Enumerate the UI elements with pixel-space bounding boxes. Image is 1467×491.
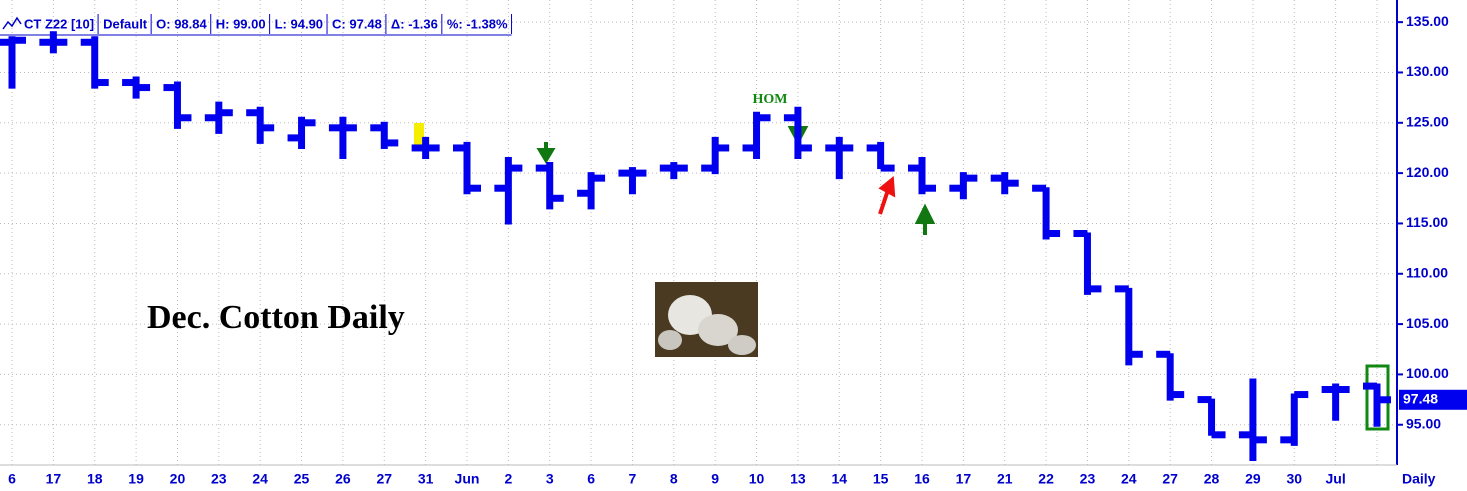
x-tick-label: Jul <box>1326 471 1346 487</box>
x-tick-label: 6 <box>8 471 16 487</box>
header-icon <box>2 16 22 30</box>
x-tick-label: 24 <box>252 471 268 487</box>
header-bg <box>0 12 10 32</box>
x-tick-label: 28 <box>1204 471 1220 487</box>
header-item: CT Z22 [10] <box>24 16 94 31</box>
x-tick-label: 23 <box>211 471 227 487</box>
y-tick-label: 115.00 <box>1406 214 1448 230</box>
x-tick-label: 9 <box>711 471 719 487</box>
header-item: L: 94.90 <box>275 16 323 31</box>
header: CT Z22 [10] Default O: 98.84 H: 99.00 L: 94.… <box>0 12 513 36</box>
grid <box>0 0 1397 465</box>
cotton-photo <box>655 282 758 357</box>
x-tick-label: 26 <box>335 471 351 487</box>
header-item: H: 99.00 <box>216 16 266 31</box>
x-tick-label: 17 <box>46 471 62 487</box>
x-tick-label: 16 <box>914 471 930 487</box>
header-item: O: 98.84 <box>156 16 207 31</box>
x-tick-label: 18 <box>87 471 103 487</box>
x-tick-label: 7 <box>629 471 637 487</box>
header-item: Δ: -1.36 <box>391 16 438 31</box>
x-tick-label: 15 <box>873 471 889 487</box>
header-item: Default <box>103 16 148 31</box>
marker <box>414 123 424 149</box>
x-tick-label: 19 <box>128 471 144 487</box>
x-tick-label: 10 <box>749 471 765 487</box>
header-item: %: -1.38% <box>447 16 508 31</box>
x-tick-label: 23 <box>1080 471 1096 487</box>
y-tick-label: 105.00 <box>1406 315 1449 331</box>
period-label: Daily <box>1402 471 1436 487</box>
chart-title: Dec. Cotton Daily <box>147 299 405 336</box>
annotation: HOM <box>753 92 788 107</box>
y-tick-label: 110.00 <box>1406 264 1448 280</box>
x-tick-label: 29 <box>1245 471 1261 487</box>
y-tick-label: 125.00 <box>1406 113 1449 129</box>
x-tick-label: 30 <box>1286 471 1302 487</box>
x-tick-label: 14 <box>831 471 847 487</box>
x-tick-label: 6 <box>587 471 595 487</box>
x-tick-label: 22 <box>1038 471 1054 487</box>
x-tick-label: 25 <box>294 471 310 487</box>
x-tick-label: 27 <box>1162 471 1178 487</box>
x-tick-label: Jun <box>455 471 480 487</box>
x-tick-label: 3 <box>546 471 554 487</box>
y-tick-label: 120.00 <box>1406 164 1449 180</box>
last-price-label: 97.48 <box>1403 390 1438 406</box>
x-tick-label: 24 <box>1121 471 1137 487</box>
last-price-box <box>1399 389 1467 410</box>
x-tick-label: 8 <box>670 471 678 487</box>
x-tick-label: 21 <box>997 471 1013 487</box>
x-tick-label: 27 <box>376 471 392 487</box>
y-tick-label: 135.00 <box>1406 13 1449 29</box>
x-tick-label: 2 <box>504 471 512 487</box>
y-tick-label: 130.00 <box>1406 63 1449 79</box>
y-tick-label: 95.00 <box>1406 415 1441 431</box>
x-tick-label: 13 <box>790 471 806 487</box>
x-tick-label: 31 <box>418 471 434 487</box>
x-tick-label: 17 <box>956 471 972 487</box>
x-tick-label: 20 <box>170 471 186 487</box>
y-tick-label: 100.00 <box>1406 365 1449 381</box>
header-item: C: 97.48 <box>332 16 382 31</box>
